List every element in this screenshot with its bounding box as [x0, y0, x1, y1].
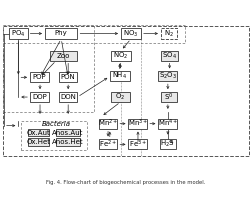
Text: O$_2$: O$_2$: [115, 92, 125, 102]
Text: POP: POP: [33, 74, 46, 80]
FancyBboxPatch shape: [129, 139, 147, 149]
Text: Fe$^{3+}$: Fe$^{3+}$: [129, 139, 147, 150]
Text: Anos.Aut: Anos.Aut: [52, 130, 84, 136]
Text: Fe$^{2+}$: Fe$^{2+}$: [99, 139, 117, 150]
Text: Ox.Het: Ox.Het: [26, 139, 50, 145]
Text: Mn$^{2+}$: Mn$^{2+}$: [98, 118, 118, 129]
Text: PON: PON: [61, 74, 75, 80]
Text: DON: DON: [60, 94, 76, 100]
Text: Phy: Phy: [55, 30, 68, 36]
FancyBboxPatch shape: [56, 138, 80, 146]
Text: PO$_4$: PO$_4$: [11, 28, 25, 39]
Text: Ox.Aut: Ox.Aut: [26, 130, 50, 136]
Text: S$_2$O$_3$: S$_2$O$_3$: [159, 71, 177, 81]
Text: N$_2$: N$_2$: [164, 28, 174, 39]
Text: Mn$^{4+}$: Mn$^{4+}$: [158, 118, 178, 129]
Bar: [21, 121, 87, 150]
FancyBboxPatch shape: [99, 139, 117, 149]
Text: Bacteria: Bacteria: [42, 121, 71, 127]
FancyBboxPatch shape: [110, 71, 130, 81]
FancyBboxPatch shape: [129, 119, 147, 129]
Text: NO$_3$: NO$_3$: [123, 28, 139, 39]
Text: SO$_4$: SO$_4$: [162, 51, 177, 61]
FancyBboxPatch shape: [121, 28, 141, 39]
FancyBboxPatch shape: [45, 28, 77, 39]
Text: Mn$^{3+}$: Mn$^{3+}$: [128, 118, 148, 129]
FancyBboxPatch shape: [50, 51, 77, 61]
FancyBboxPatch shape: [159, 119, 177, 129]
Text: Anos.Het: Anos.Het: [52, 139, 84, 145]
Text: H$_2$S: H$_2$S: [160, 139, 175, 149]
Text: S$^0$: S$^0$: [164, 91, 174, 103]
Text: NO$_2$: NO$_2$: [113, 51, 129, 61]
FancyBboxPatch shape: [27, 129, 49, 136]
FancyBboxPatch shape: [27, 138, 49, 146]
FancyBboxPatch shape: [161, 92, 177, 102]
FancyBboxPatch shape: [161, 51, 178, 61]
FancyBboxPatch shape: [160, 139, 176, 149]
FancyBboxPatch shape: [59, 72, 77, 82]
FancyBboxPatch shape: [159, 71, 177, 81]
FancyBboxPatch shape: [99, 119, 117, 129]
FancyBboxPatch shape: [111, 92, 130, 102]
Bar: [3, 25, 184, 43]
Bar: [3, 26, 249, 156]
FancyBboxPatch shape: [9, 28, 27, 39]
FancyBboxPatch shape: [59, 92, 77, 102]
FancyBboxPatch shape: [30, 72, 49, 82]
Text: Zoo: Zoo: [57, 53, 70, 59]
FancyBboxPatch shape: [111, 51, 131, 61]
Text: Fig. 4. Flow-chart of biogeochemical processes in the model.: Fig. 4. Flow-chart of biogeochemical pro…: [46, 180, 206, 185]
Text: DOP: DOP: [32, 94, 47, 100]
Bar: [3, 25, 93, 112]
FancyBboxPatch shape: [56, 129, 80, 136]
FancyBboxPatch shape: [161, 28, 177, 39]
FancyBboxPatch shape: [30, 92, 49, 102]
Text: NH$_4$: NH$_4$: [112, 71, 127, 81]
